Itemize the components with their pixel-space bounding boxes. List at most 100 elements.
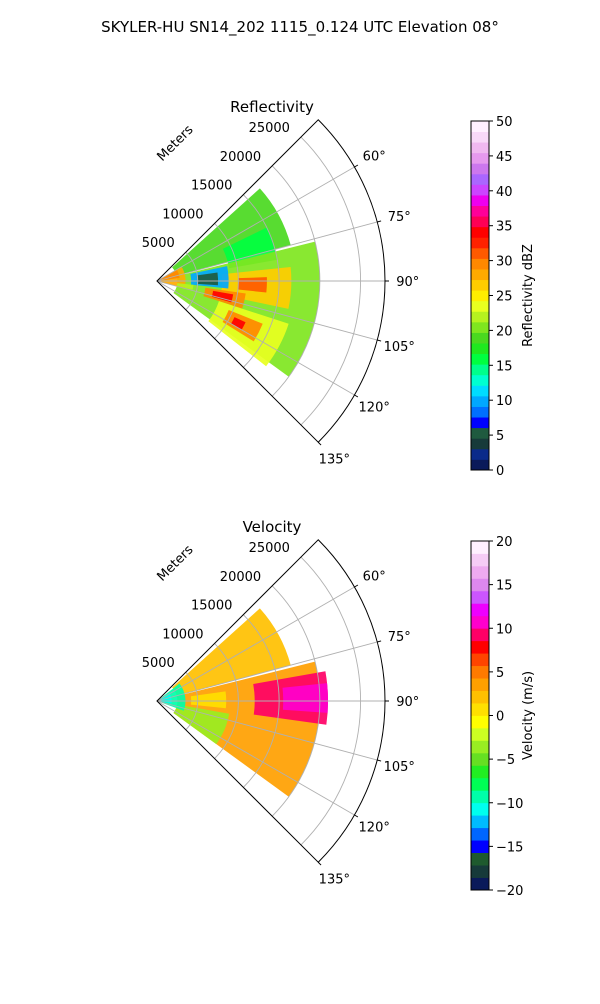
- reflectivity-colorbar-segment: [471, 279, 489, 291]
- velocity-colorbar-segment: [471, 653, 489, 667]
- velocity-colorbar-segment: [471, 840, 489, 854]
- reflectivity-colorbar-segment: [471, 142, 489, 154]
- reflectivity-colorbar-segment: [471, 459, 489, 471]
- reflectivity-colorbar-segment: [471, 237, 489, 249]
- reflectivity-colorbar-segment: [471, 258, 489, 270]
- velocity-colorbar-tick-label: 0: [496, 710, 504, 725]
- velocity-range-tick-label: 10000: [162, 627, 203, 642]
- velocity-colorbar-segment: [471, 877, 489, 891]
- reflectivity-echo-region: [211, 290, 234, 303]
- velocity-colorbar-segment: [471, 852, 489, 866]
- reflectivity-colorbar-tick-label: 50: [496, 115, 513, 130]
- velocity-azimuth-tick-label: 105°: [384, 760, 415, 775]
- velocity-azimuth-gridline: [156, 700, 355, 816]
- reflectivity-range-tick-label: 25000: [249, 121, 290, 136]
- velocity-colorbar-segment: [471, 815, 489, 829]
- reflectivity-colorbar-segment: [471, 353, 489, 365]
- reflectivity-colorbar-tick-label: 30: [496, 255, 513, 270]
- velocity-colorbar-tick-label: −15: [496, 840, 523, 855]
- reflectivity-range-tick-label: 10000: [162, 207, 203, 222]
- reflectivity-colorbar-segment: [471, 195, 489, 207]
- reflectivity-colorbar-segment: [471, 290, 489, 302]
- velocity-azimuth-gridline: [156, 700, 378, 761]
- reflectivity-azimuth-tick: [377, 220, 382, 223]
- reflectivity-colorbar-segment: [471, 448, 489, 460]
- velocity-echo-region: [282, 683, 329, 713]
- reflectivity-colorbar-label: Reflectivity dBZ: [521, 244, 536, 347]
- velocity-azimuth-tick-label: 90°: [396, 695, 419, 710]
- reflectivity-colorbar-segment: [471, 385, 489, 397]
- velocity-colorbar-segment: [471, 740, 489, 754]
- velocity-grid: [156, 556, 385, 846]
- reflectivity-colorbar-segment: [471, 300, 489, 312]
- reflectivity-colorbar-segment: [471, 121, 489, 132]
- reflectivity-colorbar-segment: [471, 321, 489, 333]
- velocity-colorbar-tick-label: −20: [496, 884, 523, 899]
- velocity-azimuth-tick: [377, 640, 382, 643]
- velocity-colorbar-segment: [471, 578, 489, 592]
- velocity-colorbar-segment: [471, 790, 489, 804]
- reflectivity-range-tick-label: 20000: [220, 150, 261, 165]
- velocity-azimuth-tick: [317, 861, 322, 866]
- reflectivity-azimuth-tick: [317, 441, 322, 446]
- reflectivity-colorbar-tick-label: 0: [496, 464, 504, 479]
- reflectivity-echo-regions: [157, 188, 320, 377]
- reflectivity-colorbar-segment: [471, 406, 489, 418]
- velocity-colorbar-segment: [471, 703, 489, 716]
- reflectivity-sector-frame: [156, 119, 386, 443]
- reflectivity-colorbar-segment: [471, 374, 489, 386]
- reflectivity-colorbar-segment: [471, 173, 489, 185]
- reflectivity-colorbar-tick-label: 20: [496, 324, 513, 339]
- velocity-colorbar-segment: [471, 590, 489, 604]
- velocity-echo-region: [190, 691, 227, 709]
- velocity-sector-frame: [156, 539, 386, 863]
- velocity-colorbar-segment: [471, 777, 489, 791]
- velocity-colorbar-segment: [471, 615, 489, 629]
- reflectivity-azimuth-tick-label: 60°: [363, 150, 386, 165]
- reflectivity-sector-plot: 60° 75° 90° 105° 120° 135° 5000 10000 15000 20000…: [142, 119, 419, 467]
- velocity-range-tick-label: 25000: [249, 541, 290, 556]
- reflectivity-colorbar-segment: [471, 332, 489, 344]
- velocity-azimuth-tick: [354, 814, 359, 818]
- reflectivity-colorbar-segment: [471, 163, 489, 175]
- reflectivity-colorbar-tick-label: 15: [496, 359, 513, 374]
- reflectivity-azimuth-tick-label: 75°: [388, 210, 411, 225]
- figure-suptitle: SKYLER-HU SN14_202 1115_0.124 UTC Elevat…: [101, 18, 499, 37]
- reflectivity-echo-region: [197, 272, 219, 286]
- reflectivity-range-tick-label: 15000: [191, 179, 232, 194]
- velocity-colorbar-segment: [471, 665, 489, 679]
- velocity-azimuth-gridline: [156, 586, 355, 702]
- velocity-echo-region: [172, 608, 291, 696]
- reflectivity-colorbar-tick-label: 35: [496, 220, 513, 235]
- velocity-sector-plot: 60° 75° 90° 105° 120° 135° 5000 10000 15000 20000…: [142, 539, 419, 887]
- velocity-azimuth-tick-label: 135°: [319, 872, 350, 887]
- reflectivity-colorbar-segment: [471, 184, 489, 196]
- velocity-range-axis-label: Meters: [155, 542, 197, 584]
- reflectivity-echo-region: [231, 317, 246, 330]
- velocity-colorbar-segment: [471, 865, 489, 878]
- velocity-azimuth-tick: [354, 584, 359, 588]
- reflectivity-azimuth-tick-label: 135°: [319, 452, 350, 467]
- reflectivity-azimuth-tick: [354, 164, 359, 168]
- reflectivity-echo-region: [157, 270, 180, 281]
- velocity-colorbar: −20 −15 −10 −5 0 5 10 15 20: [470, 535, 523, 899]
- velocity-colorbar-tick-label: −10: [496, 797, 523, 812]
- velocity-colorbar-segment: [471, 765, 489, 779]
- reflectivity-colorbar-segment: [471, 343, 489, 355]
- velocity-colorbar-segment: [471, 827, 489, 841]
- reflectivity-colorbar-segment: [471, 247, 489, 259]
- velocity-azimuth-tick-label: 60°: [363, 570, 386, 585]
- reflectivity-azimuth-gridline: [156, 280, 355, 396]
- velocity-colorbar-tick-label: 5: [496, 666, 504, 681]
- velocity-colorbar-segment: [471, 565, 489, 579]
- reflectivity-colorbar-segment: [471, 216, 489, 228]
- reflectivity-echo-region: [172, 188, 291, 276]
- reflectivity-azimuth-tick: [354, 394, 359, 398]
- velocity-colorbar-segment: [471, 715, 489, 729]
- reflectivity-azimuth-gridline: [156, 166, 355, 282]
- reflectivity-echo-region: [176, 283, 194, 290]
- reflectivity-colorbar-segment: [471, 438, 489, 450]
- reflectivity-colorbar: 0 5 10 15 20 25 30 35 40 45 50: [470, 115, 513, 479]
- reflectivity-panel-title: Reflectivity: [230, 98, 314, 116]
